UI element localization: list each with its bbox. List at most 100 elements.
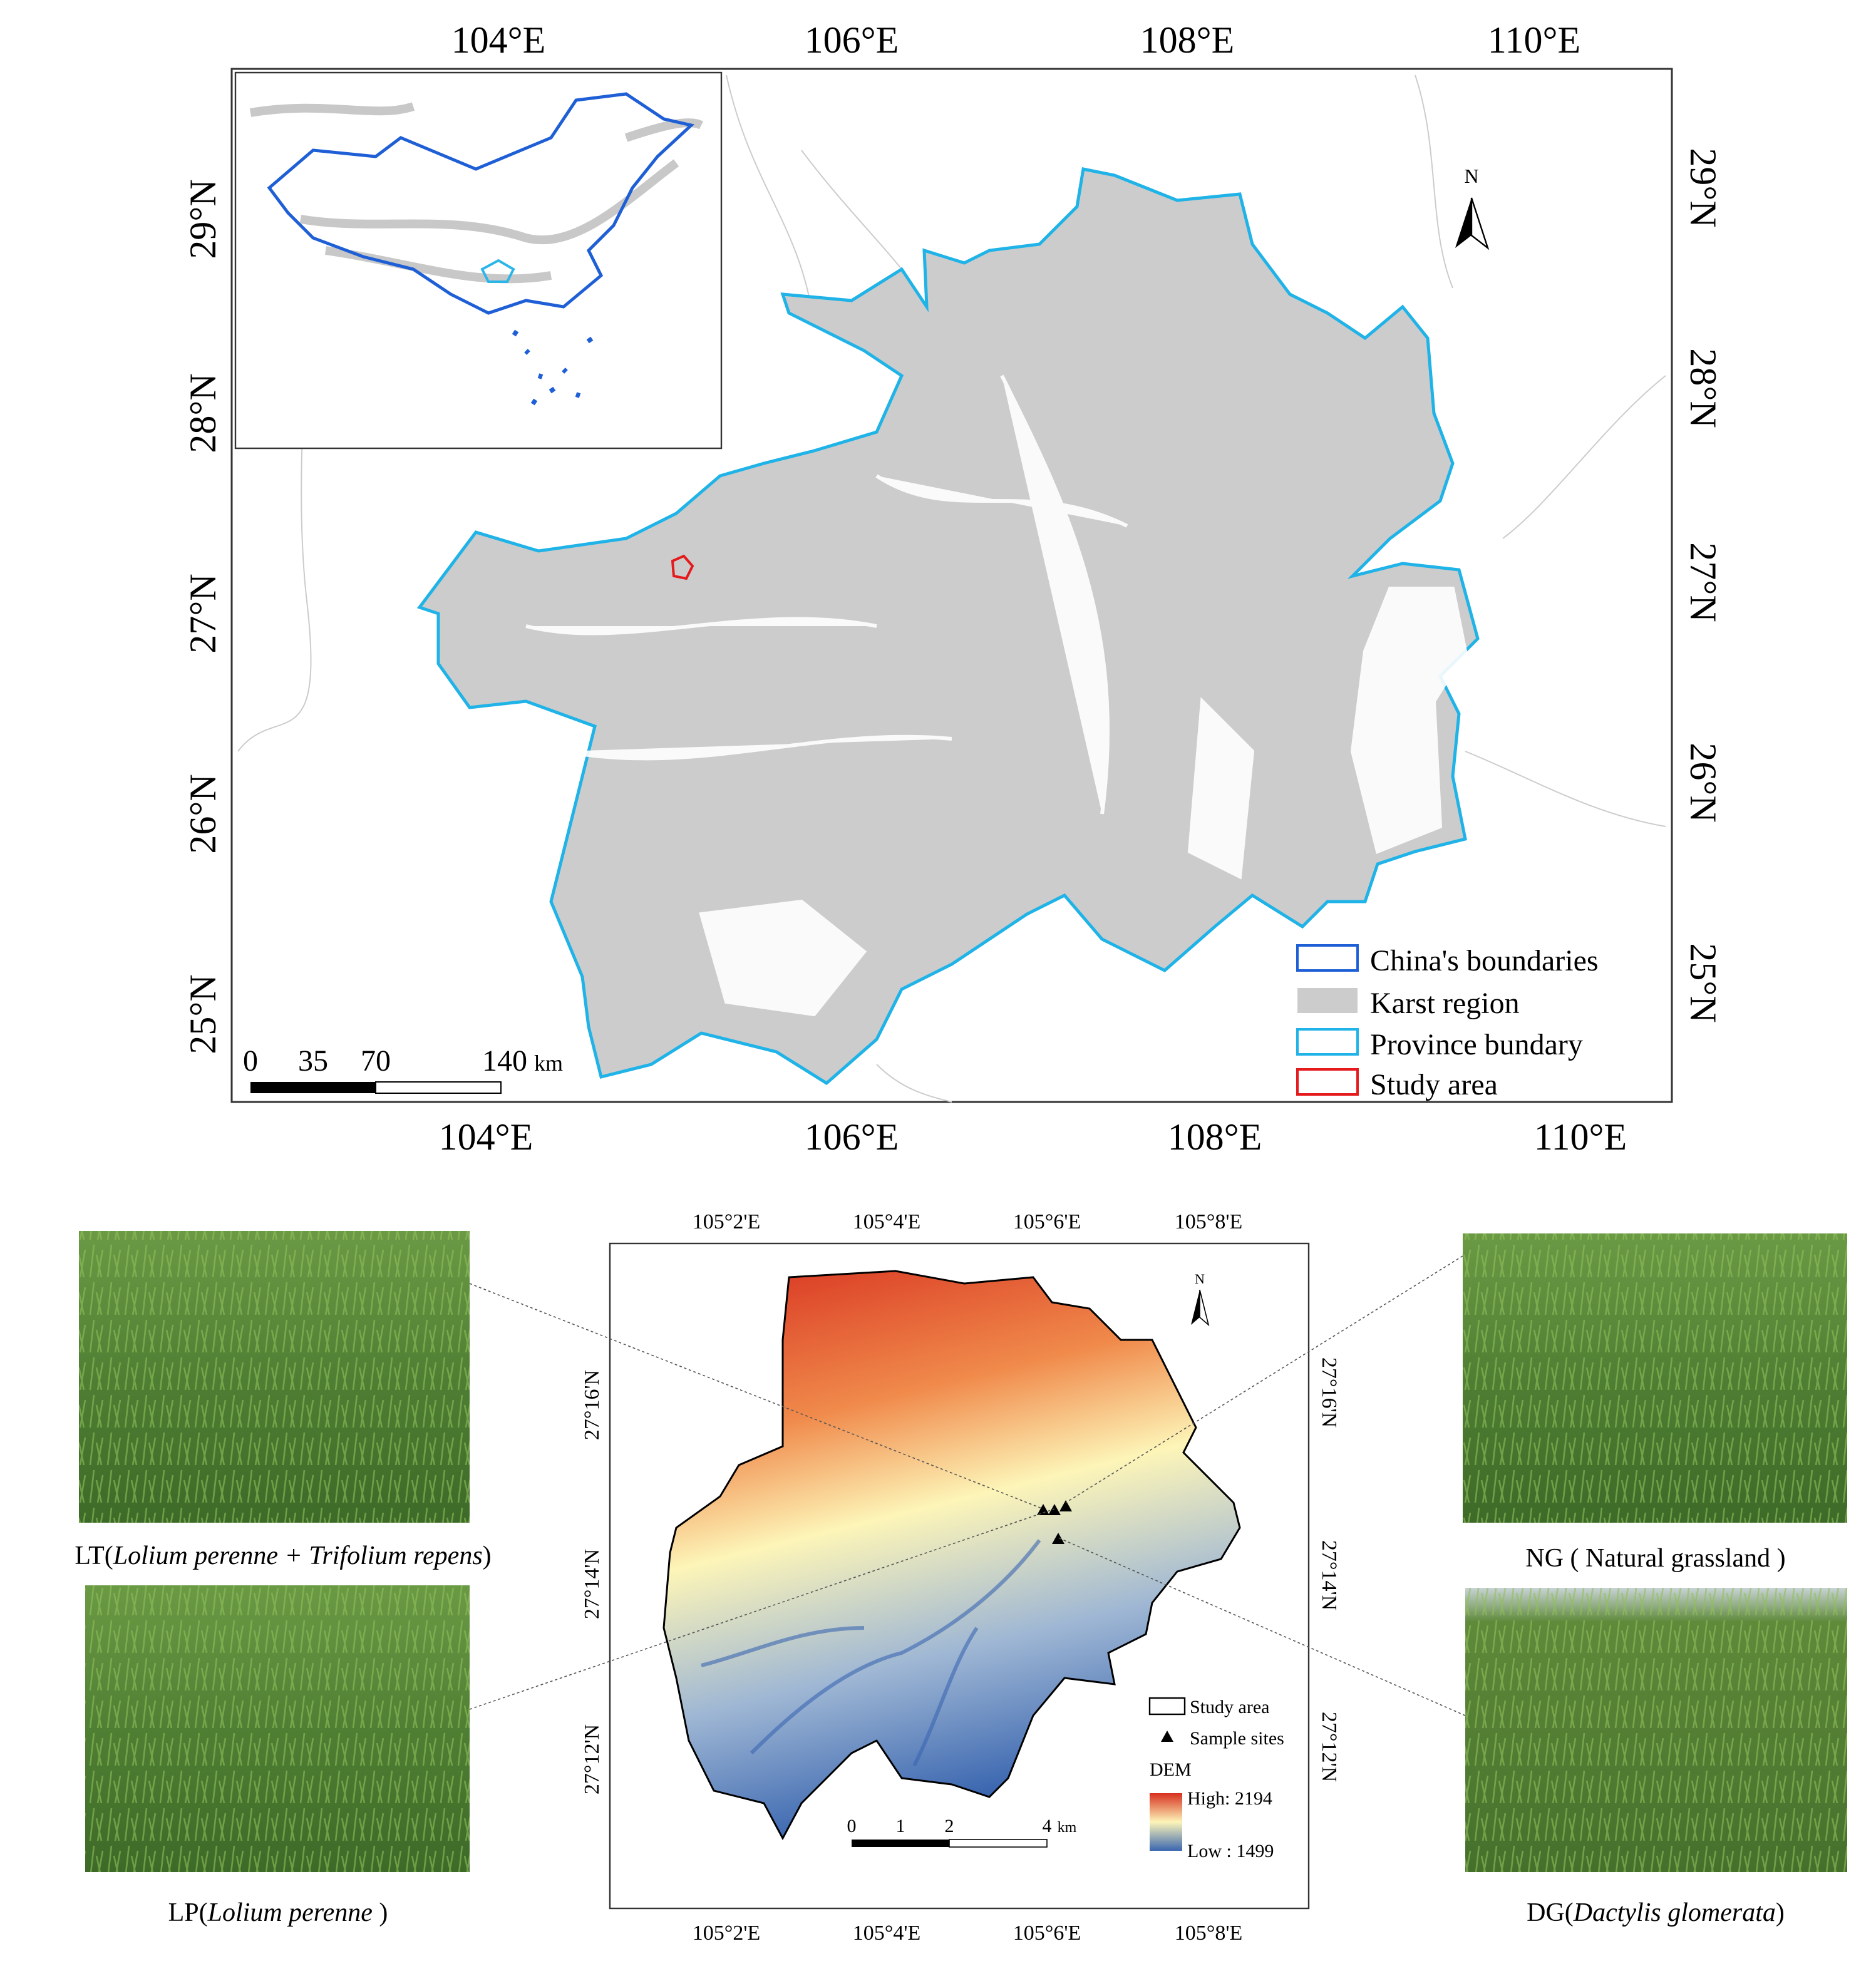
scale-label: 0 <box>243 1044 258 1078</box>
lat-label: 27°N <box>1683 542 1724 622</box>
legend-label: Karst region <box>1370 987 1520 1020</box>
north-arrow-small <box>1191 1290 1200 1325</box>
lat-label: 28°N <box>1683 348 1724 428</box>
scale-unit: km <box>1058 1819 1077 1836</box>
photo-caption: LT(Lolium perenne + Trifolium repens) <box>75 1541 491 1570</box>
lat-label: 27°16'N <box>580 1370 604 1440</box>
lat-label: 27°16'N <box>1317 1357 1341 1428</box>
right-lat-labels: 29°N 28°N 27°N 26°N 25°N <box>1683 148 1724 1022</box>
caption-part: DG( <box>1527 1898 1574 1927</box>
lon-label: 105°6'E <box>1013 1922 1081 1945</box>
legend-swatch <box>1148 1697 1186 1716</box>
bottom-lon-labels: 104°E 106°E 108°E 110°E <box>439 1116 1627 1158</box>
lon-label: 104°E <box>439 1116 533 1158</box>
lat-label: 27°14'N <box>580 1549 604 1619</box>
inset-province <box>480 259 515 283</box>
lat-label: 26°N <box>182 774 224 853</box>
lat-label: 25°N <box>1683 943 1724 1022</box>
caption-species: Lolium perenne + Trifolium repens <box>113 1541 483 1570</box>
dem-surface <box>662 1270 1241 1841</box>
legend-label: Province bundary <box>1370 1028 1583 1061</box>
caption-part: LP( <box>168 1898 208 1927</box>
scale-bar <box>949 1839 1048 1848</box>
lon-label: 105°6'E <box>1013 1210 1081 1233</box>
non-karst-areas <box>525 374 1468 1017</box>
study-area-location <box>671 554 694 580</box>
lat-label: 26°N <box>1683 743 1724 822</box>
lon-label: 105°8'E <box>1175 1922 1243 1945</box>
lat-label: 25°N <box>182 974 224 1054</box>
lon-label: 106°E <box>805 19 899 61</box>
lon-label: 106°E <box>805 1116 899 1158</box>
scale-label: 70 <box>361 1044 391 1078</box>
drainage <box>701 1539 1041 1767</box>
legend-swatch <box>1296 944 1359 972</box>
scale-label: 4 <box>1043 1816 1052 1836</box>
lat-label: 27°12'N <box>580 1724 604 1794</box>
inset-karst <box>249 102 704 284</box>
photo-texture <box>85 1585 470 1872</box>
scale-labels: 0 35 70 140 km <box>243 1044 563 1078</box>
photo-caption: NG ( Natural grassland ) <box>1525 1544 1785 1573</box>
scale-label: 0 <box>847 1816 857 1836</box>
lon-label: 105°2'E <box>693 1922 761 1945</box>
lon-label: 105°4'E <box>853 1210 921 1233</box>
photo-texture <box>1463 1233 1847 1523</box>
neighbor-boundaries <box>237 75 1666 1103</box>
scale-bar <box>852 1840 949 1847</box>
study-top-labels: 105°2'E 105°4'E 105°6'E 105°8'E <box>693 1210 1243 1233</box>
left-lat-labels: 29°N 28°N 27°N 26°N 25°N <box>182 179 224 1054</box>
legend-label: Low : 1499 <box>1187 1841 1274 1861</box>
photo-caption: LP(Lolium perenne ) <box>168 1898 388 1927</box>
top-lon-labels: 104°E 106°E 108°E 110°E <box>451 19 1581 61</box>
legend-label: Study area <box>1370 1068 1498 1101</box>
lon-label: 105°4'E <box>853 1922 921 1945</box>
north-label: N <box>1195 1271 1205 1287</box>
north-label: N <box>1464 165 1478 187</box>
caption-part: NG ( Natural grassland ) <box>1525 1544 1785 1573</box>
lon-label: 110°E <box>1488 19 1580 61</box>
north-arrow <box>1470 197 1490 250</box>
scale-bar <box>375 1081 502 1094</box>
legend-label: Sample sites <box>1190 1728 1284 1749</box>
north-arrow-small <box>1199 1289 1210 1327</box>
main-legend: China's boundaries Karst region Province… <box>1370 944 1599 1101</box>
study-bottom-labels: 105°2'E 105°4'E 105°6'E 105°8'E <box>693 1922 1243 1945</box>
caption-part: ) <box>483 1541 492 1570</box>
scale-label: 2 <box>945 1816 954 1836</box>
caption-part: LT( <box>75 1541 113 1570</box>
legend-swatch <box>1297 988 1358 1013</box>
sample-sites <box>1037 1500 1072 1544</box>
lon-label: 108°E <box>1140 19 1235 61</box>
scale-label: 140 <box>482 1044 527 1078</box>
caption-species: Lolium perenne <box>207 1898 373 1927</box>
lat-label: 28°N <box>182 373 224 453</box>
photo-caption: DG(Dactylis glomerata) <box>1527 1898 1785 1927</box>
study-right-labels: 27°16'N 27°14'N 27°12'N <box>1317 1357 1341 1782</box>
lat-label: 27°N <box>182 574 224 653</box>
photo-texture <box>79 1231 470 1523</box>
photo-texture <box>1465 1588 1847 1872</box>
study-legend: Study area Sample sites DEM High: 2194 L… <box>1150 1697 1284 1861</box>
dem-legend-ramp <box>1150 1793 1182 1851</box>
lon-label: 104°E <box>451 19 546 61</box>
scale-label: 1 <box>896 1816 905 1836</box>
scale-unit: km <box>534 1051 563 1076</box>
north-arrow <box>1455 198 1471 248</box>
legend-label: DEM <box>1150 1759 1192 1780</box>
legend-swatch <box>1296 1028 1359 1056</box>
legend-label: High: 2194 <box>1187 1788 1272 1809</box>
lon-label: 105°2'E <box>693 1210 761 1233</box>
caption-part: ) <box>373 1898 388 1927</box>
caption-part: ) <box>1776 1898 1785 1927</box>
lat-label: 27°12'N <box>1317 1712 1341 1782</box>
lon-label: 110°E <box>1534 1116 1627 1158</box>
lon-label: 108°E <box>1168 1116 1262 1158</box>
lat-label: 29°N <box>1683 148 1724 227</box>
inset-islands <box>512 329 594 406</box>
scale-bar <box>250 1082 376 1093</box>
caption-species: Dactylis glomerata <box>1573 1898 1776 1927</box>
legend-label: Study area <box>1190 1697 1269 1717</box>
